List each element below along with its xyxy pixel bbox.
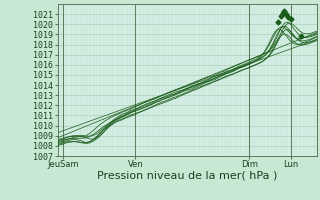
Point [286,16,291,19]
Point [275,21,280,24]
Point [278,15,283,18]
X-axis label: Pression niveau de la mer( hPa ): Pression niveau de la mer( hPa ) [97,171,277,181]
Point [283,13,288,16]
Point [299,35,304,38]
Point [288,18,293,21]
Point [282,9,287,13]
Point [281,12,286,15]
